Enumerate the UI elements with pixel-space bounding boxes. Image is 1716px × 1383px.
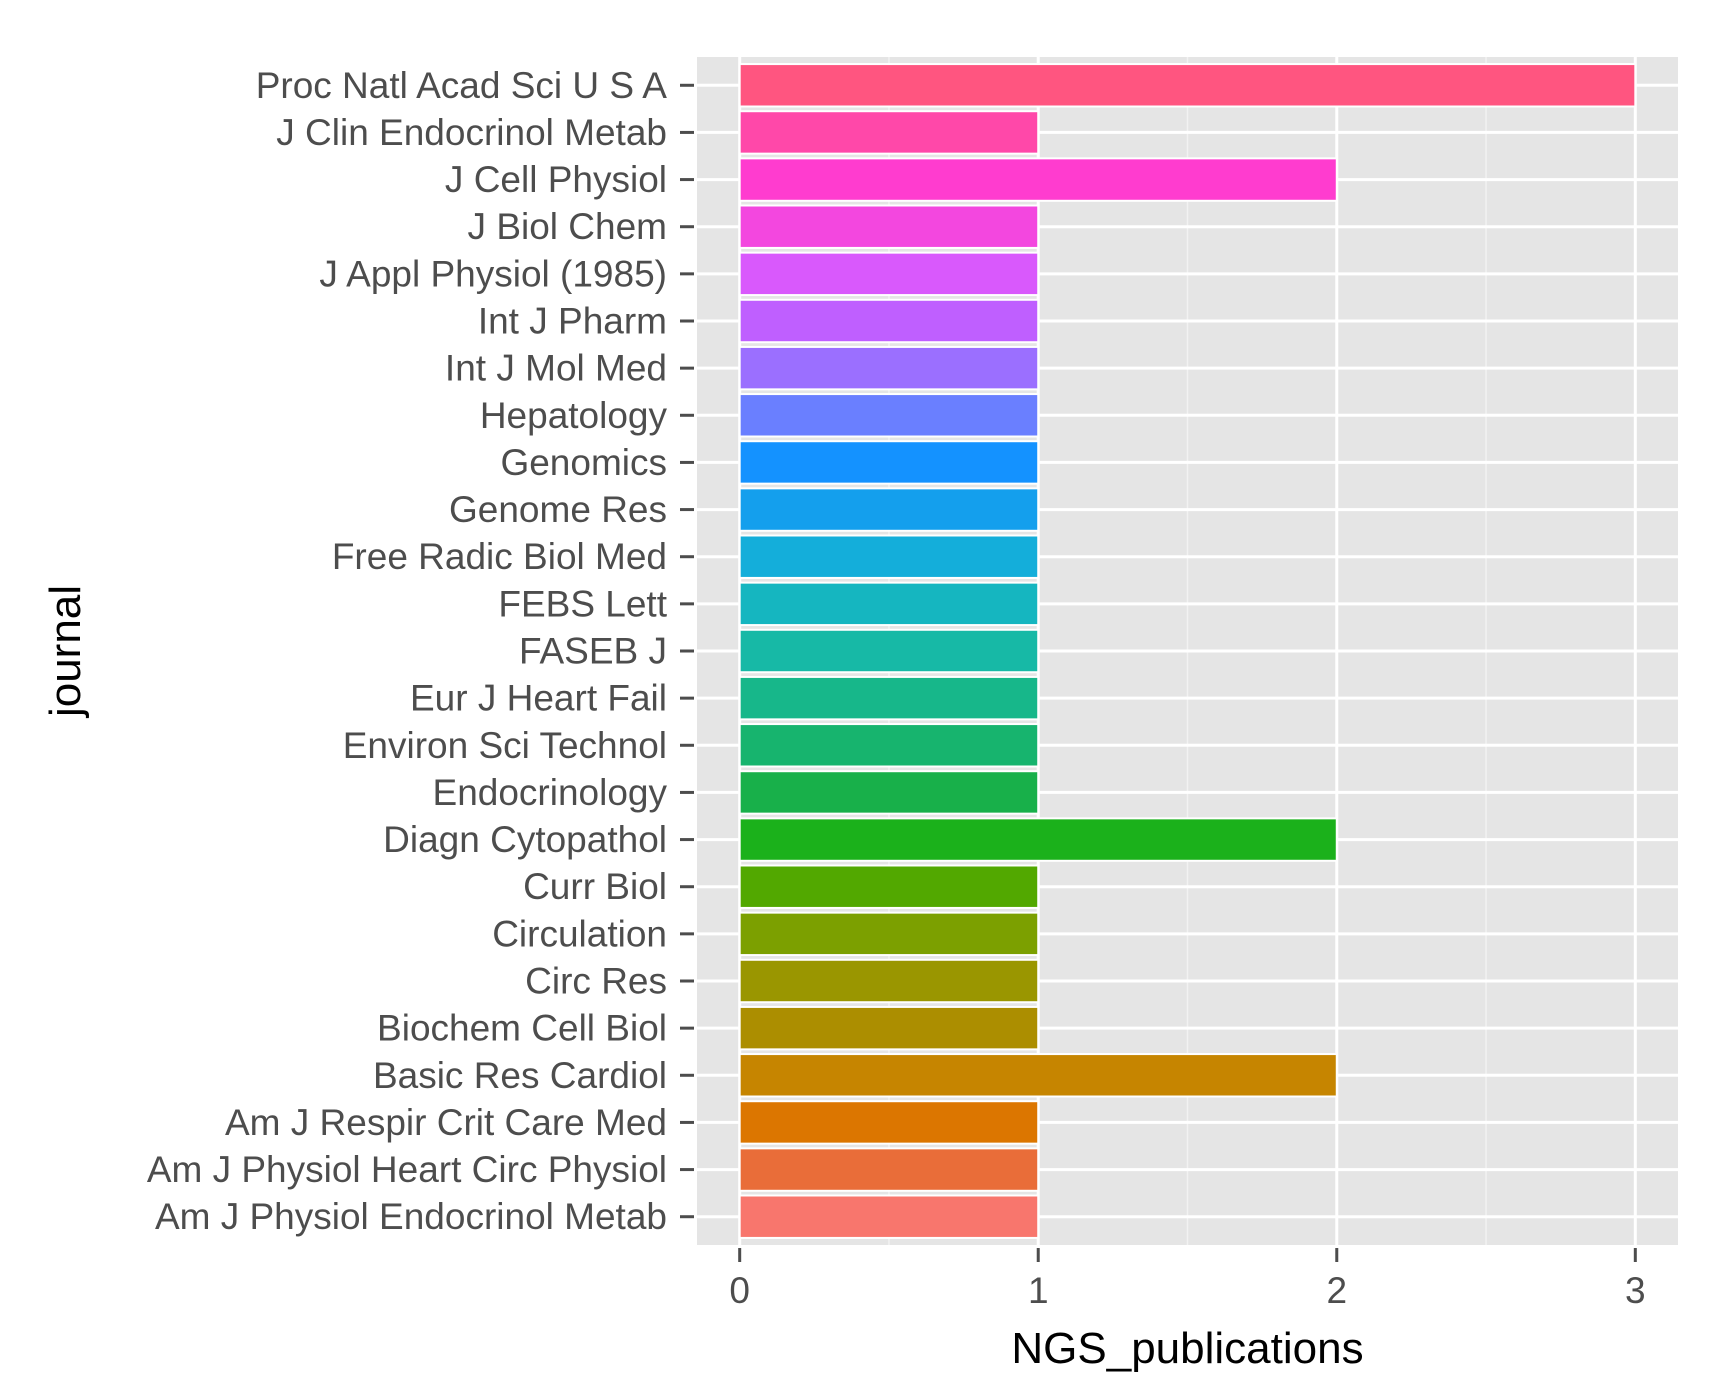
y-tick-label: Free Radic Biol Med <box>332 536 667 577</box>
bar <box>738 345 1040 391</box>
bar <box>738 770 1040 815</box>
y-tick-label: Endocrinology <box>433 772 668 813</box>
y-tick-label: Environ Sci Technol <box>343 725 667 766</box>
x-axis-title: NGS_publications <box>1011 1324 1363 1373</box>
bar <box>738 958 1040 1004</box>
x-axis: 0 1 2 3 <box>729 1248 1646 1311</box>
y-tick-label: J Biol Chem <box>468 206 667 247</box>
bar <box>738 675 1040 721</box>
y-tick-label: Am J Physiol Endocrinol Metab <box>155 1196 667 1237</box>
y-tick-label: J Appl Physiol (1985) <box>319 253 667 294</box>
x-tick-label: 2 <box>1326 1270 1347 1311</box>
bar <box>738 864 1040 909</box>
bar <box>738 487 1040 532</box>
bar <box>738 1147 1040 1192</box>
bar <box>738 63 1637 108</box>
bar <box>738 251 1040 297</box>
bar <box>738 440 1040 485</box>
y-tick-label: Genome Res <box>449 489 667 530</box>
y-tick-label: Curr Biol <box>523 866 667 907</box>
y-tick-label: FEBS Lett <box>498 583 667 624</box>
y-tick-label: Biochem Cell Biol <box>377 1008 667 1049</box>
bar <box>738 298 1040 344</box>
y-tick-label: Circulation <box>492 913 667 954</box>
bar <box>738 110 1040 155</box>
bar <box>738 1100 1040 1145</box>
bar <box>738 581 1040 627</box>
bar <box>738 1194 1040 1239</box>
bar <box>738 911 1040 957</box>
bar <box>738 393 1040 438</box>
y-tick-label: J Clin Endocrinol Metab <box>276 112 667 153</box>
bar <box>738 817 1338 862</box>
x-tick-label: 0 <box>729 1270 750 1311</box>
x-tick-label: 1 <box>1028 1270 1049 1311</box>
y-tick-label: Am J Physiol Heart Circ Physiol <box>147 1149 667 1190</box>
bar <box>738 204 1040 249</box>
y-tick-label: Genomics <box>500 442 667 483</box>
bars <box>738 63 1637 1239</box>
y-tick-label: Proc Natl Acad Sci U S A <box>256 65 668 106</box>
y-tick-label: Basic Res Cardiol <box>373 1055 667 1096</box>
bar <box>738 1005 1040 1051</box>
y-tick-label: Int J Pharm <box>478 301 667 342</box>
y-tick-label: Am J Respir Crit Care Med <box>225 1102 667 1143</box>
bar <box>738 157 1338 202</box>
y-tick-label: Circ Res <box>525 961 667 1002</box>
y-axis-title: journal <box>41 585 90 719</box>
y-tick-label: FASEB J <box>519 631 667 672</box>
bar <box>738 1053 1338 1098</box>
bar <box>738 628 1040 674</box>
bar <box>738 723 1040 768</box>
x-tick-label: 3 <box>1625 1270 1646 1311</box>
y-tick-label: Int J Mol Med <box>445 348 667 389</box>
bar <box>738 534 1040 579</box>
y-axis: Am J Physiol Endocrinol Metab Am J Physio… <box>147 65 694 1237</box>
y-tick-label: Eur J Heart Fail <box>410 678 667 719</box>
y-tick-label: Hepatology <box>480 395 668 436</box>
y-tick-label: J Cell Physiol <box>445 159 667 200</box>
y-tick-label: Diagn Cytopathol <box>383 819 667 860</box>
